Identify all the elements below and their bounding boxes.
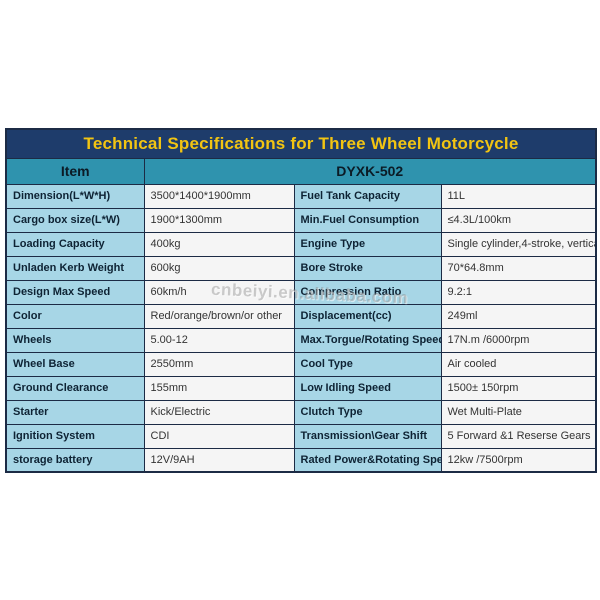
item-header-label: Item [5, 157, 145, 185]
spec-value-cell: Wet Multi-Plate [440, 399, 597, 425]
spec-value-cell: 12kw /7500rpm [440, 447, 597, 473]
table-row: Wheel Base 2550mm Cool Type Air cooled [5, 351, 597, 377]
table-row: Cargo box size(L*W) 1900*1300mm Min.Fuel… [5, 207, 597, 233]
spec-table-container: Technical Specifications for Three Wheel… [5, 128, 597, 473]
spec-value-cell: 1900*1300mm [143, 207, 295, 233]
spec-value-cell: 1500± 150rpm [440, 375, 597, 401]
spec-label-cell: Low Idling Speed [293, 375, 442, 401]
model-row: Item DYXK-502 [5, 157, 597, 185]
spec-label-cell: Dimension(L*W*H) [5, 183, 145, 209]
spec-value-cell: 17N.m /6000rpm [440, 327, 597, 353]
spec-label-cell: Wheels [5, 327, 145, 353]
table-row: Ground Clearance 155mm Low Idling Speed … [5, 375, 597, 401]
spec-value-cell: 600kg [143, 255, 295, 281]
spec-value-cell: 60km/h [143, 279, 295, 305]
table-row: Design Max Speed 60km/h Compression Rati… [5, 279, 597, 305]
table-row: Loading Capacity 400kg Engine Type Singl… [5, 231, 597, 257]
spec-label-cell: Bore Stroke [293, 255, 442, 281]
table-row: Ignition System CDI Transmission\Gear Sh… [5, 423, 597, 449]
spec-value-cell: Air cooled [440, 351, 597, 377]
spec-label-cell: Engine Type [293, 231, 442, 257]
spec-value-cell: Red/orange/brown/or other [143, 303, 295, 329]
spec-label-cell: Wheel Base [5, 351, 145, 377]
table-row: Wheels 5.00-12 Max.Torgue/Rotating Speed… [5, 327, 597, 353]
spec-label-cell: Max.Torgue/Rotating Speed [293, 327, 442, 353]
table-row: storage battery 12V/9AH Rated Power&Rota… [5, 447, 597, 473]
spec-label-cell: Ground Clearance [5, 375, 145, 401]
page-title: Technical Specifications for Three Wheel… [5, 128, 597, 159]
spec-value-cell: 5 Forward &1 Reserse Gears [440, 423, 597, 449]
table-row: Dimension(L*W*H) 3500*1400*1900mm Fuel T… [5, 183, 597, 209]
spec-label-cell: Color [5, 303, 145, 329]
spec-value-cell: 155mm [143, 375, 295, 401]
spec-label-cell: Starter [5, 399, 145, 425]
spec-label-cell: Ignition System [5, 423, 145, 449]
spec-value-cell: 400kg [143, 231, 295, 257]
spec-value-cell: 11L [440, 183, 597, 209]
spec-table: Technical Specifications for Three Wheel… [5, 128, 597, 473]
spec-label-cell: Rated Power&Rotating Speed [293, 447, 442, 473]
spec-label-cell: Cargo box size(L*W) [5, 207, 145, 233]
spec-value-cell: 70*64.8mm [440, 255, 597, 281]
spec-label-cell: Fuel Tank Capacity [293, 183, 442, 209]
spec-value-cell: 2550mm [143, 351, 295, 377]
spec-value-cell: Kick/Electric [143, 399, 295, 425]
spec-value-cell: ≤4.3L/100km [440, 207, 597, 233]
spec-value-cell: 12V/9AH [143, 447, 295, 473]
spec-label-cell: Compression Ratio [293, 279, 442, 305]
spec-value-cell: 249ml [440, 303, 597, 329]
spec-value-cell: CDI [143, 423, 295, 449]
table-row: Starter Kick/Electric Clutch Type Wet Mu… [5, 399, 597, 425]
spec-label-cell: Transmission\Gear Shift [293, 423, 442, 449]
spec-label-cell: Loading Capacity [5, 231, 145, 257]
spec-value-cell: 9.2:1 [440, 279, 597, 305]
title-row: Technical Specifications for Three Wheel… [5, 128, 597, 159]
table-row: Color Red/orange/brown/or other Displace… [5, 303, 597, 329]
spec-value-cell: Single cylinder,4-stroke, vertical [440, 231, 597, 257]
spec-value-cell: 5.00-12 [143, 327, 295, 353]
spec-label-cell: Clutch Type [293, 399, 442, 425]
spec-label-cell: Design Max Speed [5, 279, 145, 305]
spec-label-cell: Displacement(cc) [293, 303, 442, 329]
spec-label-cell: storage battery [5, 447, 145, 473]
spec-label-cell: Unladen Kerb Weight [5, 255, 145, 281]
spec-value-cell: 3500*1400*1900mm [143, 183, 295, 209]
table-row: Unladen Kerb Weight 600kg Bore Stroke 70… [5, 255, 597, 281]
spec-label-cell: Min.Fuel Consumption [293, 207, 442, 233]
model-name: DYXK-502 [143, 157, 597, 185]
spec-label-cell: Cool Type [293, 351, 442, 377]
